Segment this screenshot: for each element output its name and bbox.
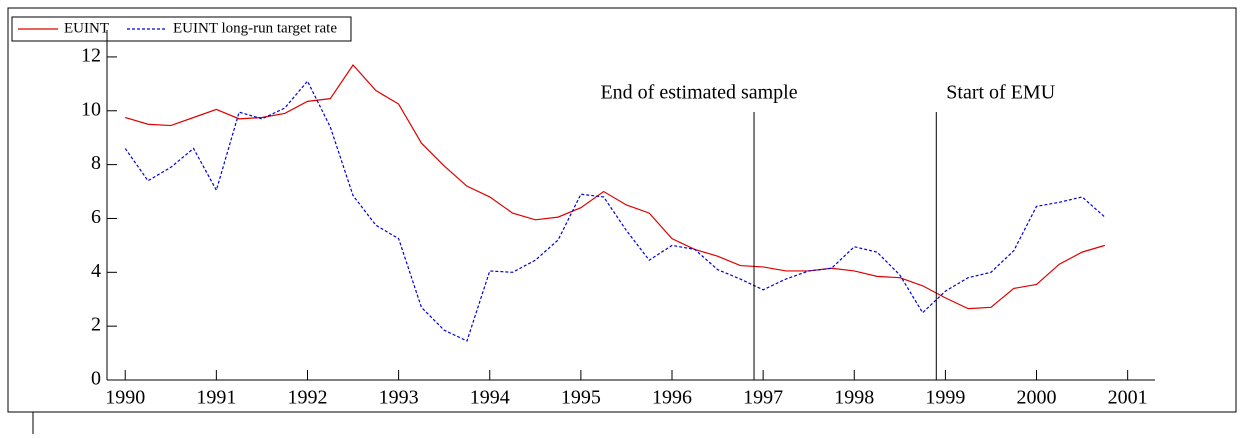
x-tick-label: 1994 [470,387,510,409]
x-tick-label: 2001 [1108,387,1148,409]
y-tick-label: 0 [91,368,101,390]
y-tick-label: 8 [91,152,101,174]
frame [7,7,1237,434]
x-tick-label: 1993 [379,387,419,409]
x-tick-label: 1990 [105,387,145,409]
y-tick-label: 10 [81,98,101,120]
x-tick-label: 1997 [743,387,783,409]
y-tick-label: 12 [81,45,101,67]
legend-label: EUINT long-run target rate [173,20,337,36]
y-tick-label: 4 [91,260,101,282]
legend-label: EUINT [64,20,109,36]
x-tick-label: 1996 [652,387,692,409]
y-tick-label: 6 [91,206,101,228]
x-tick-label: 2000 [1017,387,1057,409]
x-tick-label: 1995 [561,387,601,409]
x-tick-label: 1992 [287,387,327,409]
series-line [124,80,1106,342]
x-tick-label: 1999 [925,387,965,409]
annotation-text: Start of EMU [946,82,1055,104]
annotation-text: End of estimated sample [600,82,797,104]
x-tick-label: 1991 [196,387,236,409]
series-line [125,64,1106,310]
legend: EUINT EUINT long-run target rate [11,16,352,42]
legend-box [11,16,352,42]
x-tick-label: 1998 [834,387,874,409]
y-tick-label: 2 [91,314,101,336]
